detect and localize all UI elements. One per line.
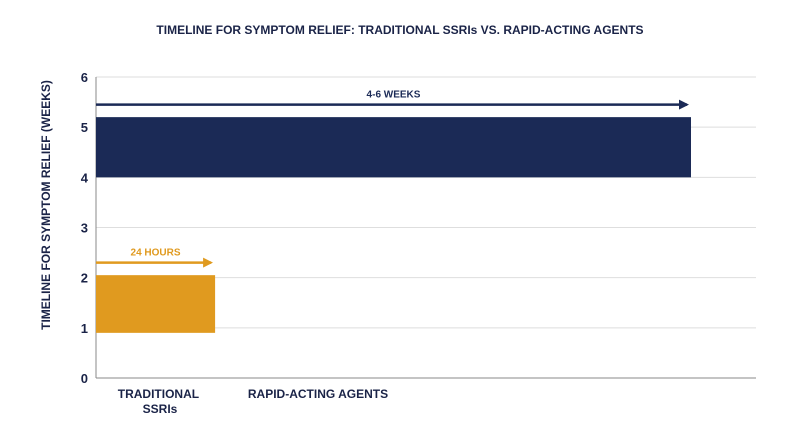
annotation-24-hours: 24 HOURS <box>131 248 181 259</box>
y-axis-label: TIMELINE FOR SYMPTOM RELIEF (WEEKS) <box>39 80 53 330</box>
y-tick-labels: 0 1 2 3 4 5 6 <box>81 70 89 386</box>
chart-title: TIMELINE FOR SYMPTOM RELIEF: TRADITIONAL… <box>156 23 643 37</box>
y-tick-label: 0 <box>81 371 88 386</box>
bar-rapid-acting-agents <box>96 117 691 178</box>
y-tick-label: 6 <box>81 70 88 85</box>
annotation-4-6-weeks: 4-6 WEEKS <box>367 90 421 101</box>
category-label-traditional-ssris: TRADITIONAL SSRIs <box>118 387 202 416</box>
y-tick-label: 4 <box>81 170 89 185</box>
y-tick-label: 3 <box>81 221 88 236</box>
bars <box>96 117 691 333</box>
bar-traditional-ssris <box>96 275 216 333</box>
category-label-rapid-acting-agents: RAPID-ACTING AGENTS <box>248 387 388 401</box>
y-tick-label: 2 <box>81 271 88 286</box>
y-tick-label: 5 <box>81 120 88 135</box>
annotations: 24 HOURS 4-6 WEEKS <box>96 90 689 268</box>
y-tick-label: 1 <box>81 321 88 336</box>
